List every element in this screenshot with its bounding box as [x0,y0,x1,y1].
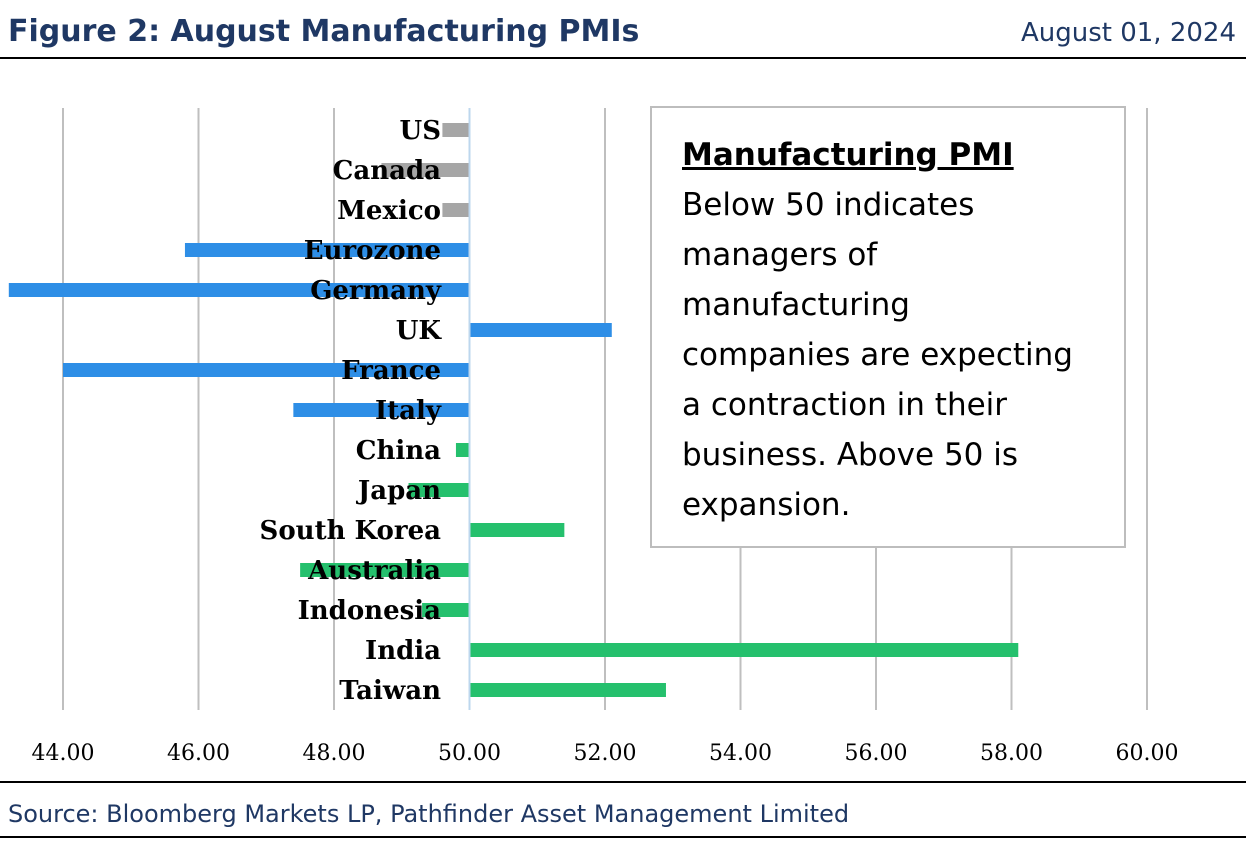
source-note: Source: Bloomberg Markets LP, Pathfinder… [8,800,850,828]
figure-date: August 01, 2024 [1020,18,1236,48]
annotation-line: companies are expecting [682,337,1073,373]
bar [422,603,470,617]
annotation-box: Manufacturing PMI Below 50 indicates man… [650,106,1126,548]
bar [455,443,470,457]
category-label: France [341,356,441,386]
x-tick-label: 44.00 [32,741,95,766]
x-tick-label: 60.00 [1116,741,1179,766]
category-label: Italy [375,396,442,426]
bar [469,643,1019,657]
x-tick-label: 46.00 [167,741,230,766]
category-label: Japan [356,476,441,506]
category-label: Mexico [337,196,441,226]
bar [469,683,666,697]
figure-title: Figure 2: August Manufacturing PMIs [8,14,640,49]
x-tick-label: 52.00 [574,741,637,766]
bar [300,563,470,577]
annotation-title: Manufacturing PMI [682,137,1014,173]
category-label: Australia [307,556,441,586]
category-label: China [356,436,441,466]
bar [8,283,470,297]
annotation-line: expansion. [682,487,851,523]
x-tick-label: 50.00 [438,741,501,766]
category-label: South Korea [260,516,442,546]
category-label: Germany [310,276,442,306]
annotation-line: Below 50 indicates [682,187,975,223]
bottom-divider [0,836,1246,838]
x-tick-label: 54.00 [709,741,772,766]
category-labels: US Canada Mexico Eurozone Germany UK France Ita… [260,116,443,706]
x-tick-label: 48.00 [303,741,366,766]
bars [8,123,1019,697]
top-divider [0,57,1246,59]
category-label: UK [396,316,443,346]
category-label: Indonesia [298,596,442,626]
category-label: Eurozone [304,236,441,266]
category-label: India [365,636,441,666]
bar [469,523,565,537]
annotation-line: a contraction in their [682,387,1008,423]
bar [293,403,470,417]
bar [442,123,470,137]
annotation-line: managers of [682,237,878,273]
bar [63,363,470,377]
category-label: US [400,116,441,146]
annotation-line: manufacturing [682,287,910,323]
annotation-line: business. Above 50 is [682,437,1019,473]
category-label: Taiwan [339,676,441,706]
x-tick-label: 58.00 [980,741,1043,766]
bar [381,163,470,177]
category-label: Canada [333,156,441,186]
bar [469,323,612,337]
mid-divider [0,781,1246,783]
x-tick-label: 56.00 [845,741,908,766]
bar [408,483,470,497]
x-tick-labels: 44.00 46.00 48.00 50.00 52.00 54.00 56.00 58.00… [32,741,1179,766]
bar [184,243,470,257]
bar [442,203,470,217]
